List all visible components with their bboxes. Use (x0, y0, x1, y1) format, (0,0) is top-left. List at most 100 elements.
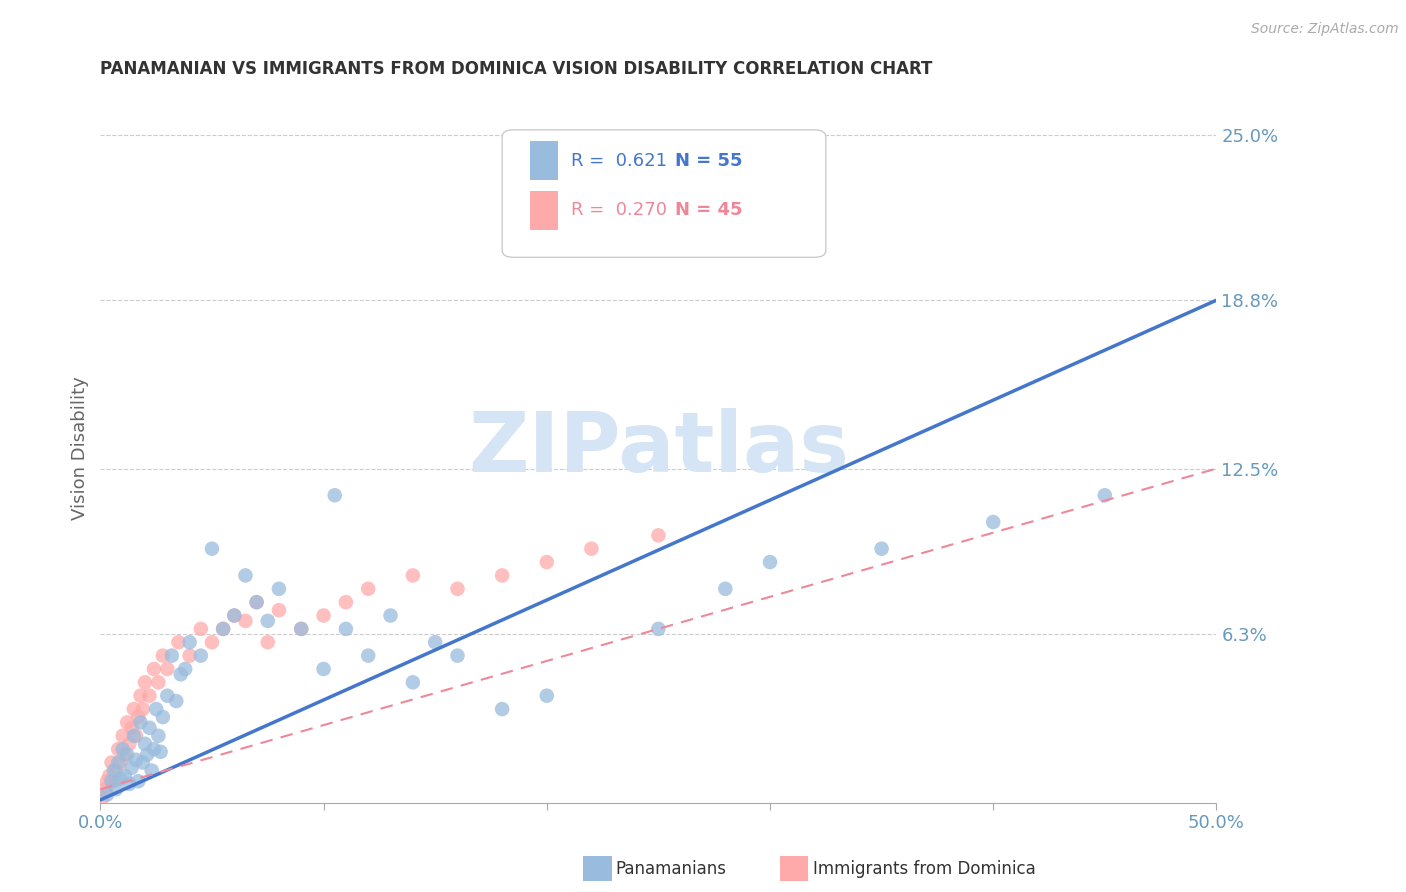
Point (782, 208, 804, 222)
Point (103, 764, 125, 778)
Point (129, 689, 152, 703)
Point (290, 622, 312, 636)
Text: PANAMANIAN VS IMMIGRANTS FROM DOMINICA VISION DISABILITY CORRELATION CHART: PANAMANIAN VS IMMIGRANTS FROM DOMINICA V… (100, 60, 932, 78)
Point (132, 756, 155, 770)
Point (235, 614, 257, 628)
Point (536, 555, 558, 569)
Point (170, 667, 193, 681)
Point (129, 715, 152, 730)
Point (312, 608, 335, 623)
Point (111, 729, 134, 743)
Point (148, 729, 170, 743)
Point (256, 635, 278, 649)
Point (118, 737, 141, 751)
Point (136, 747, 159, 762)
Point (100, 774, 122, 789)
Point (96, 788, 118, 802)
Point (121, 721, 143, 735)
Point (122, 729, 145, 743)
Point (201, 635, 224, 649)
Point (141, 764, 163, 778)
Point (1094, 488, 1116, 502)
Point (380, 608, 402, 623)
Text: ZIPatlas: ZIPatlas (468, 408, 849, 489)
Point (127, 774, 149, 789)
Point (138, 721, 160, 735)
Point (235, 568, 257, 582)
Y-axis label: Vision Disability: Vision Disability (72, 376, 89, 520)
Point (357, 582, 380, 596)
Point (134, 675, 156, 690)
Point (98, 769, 121, 783)
Text: R =  0.621: R = 0.621 (571, 152, 668, 169)
Text: Source: ZipAtlas.com: Source: ZipAtlas.com (1251, 22, 1399, 37)
Point (581, 541, 603, 556)
Text: Immigrants from Dominica: Immigrants from Dominica (813, 860, 1035, 878)
Point (142, 742, 165, 756)
Point (125, 753, 148, 767)
Point (425, 635, 447, 649)
Point (132, 702, 155, 716)
Point (156, 662, 179, 676)
Text: R =  0.270: R = 0.270 (571, 202, 668, 219)
Point (402, 568, 425, 582)
Point (647, 622, 669, 636)
Point (107, 756, 129, 770)
Point (142, 662, 165, 676)
Point (256, 614, 278, 628)
Point (267, 603, 290, 617)
Point (335, 622, 357, 636)
Point (312, 662, 335, 676)
Point (121, 761, 143, 775)
Point (91, 790, 114, 805)
Point (714, 582, 737, 596)
Point (111, 742, 134, 756)
Point (446, 582, 468, 596)
Point (759, 555, 782, 569)
Point (152, 648, 174, 663)
Point (165, 694, 187, 708)
Text: N = 55: N = 55 (675, 152, 742, 169)
Point (179, 648, 201, 663)
Point (107, 742, 129, 756)
Point (224, 608, 246, 623)
Point (110, 772, 132, 786)
Point (138, 689, 160, 703)
Point (536, 689, 558, 703)
FancyBboxPatch shape (530, 191, 558, 230)
Point (290, 622, 312, 636)
Point (201, 541, 224, 556)
Point (174, 662, 197, 676)
FancyBboxPatch shape (502, 130, 825, 257)
FancyBboxPatch shape (530, 141, 558, 180)
Point (115, 715, 138, 730)
Point (491, 702, 513, 716)
Point (127, 710, 149, 724)
Point (981, 515, 1004, 529)
Point (335, 595, 357, 609)
Point (103, 774, 125, 789)
Point (491, 568, 513, 582)
Point (246, 595, 269, 609)
Point (104, 782, 127, 797)
Point (149, 745, 172, 759)
Point (323, 488, 346, 502)
Text: Panamanians: Panamanians (616, 860, 727, 878)
Point (160, 648, 183, 663)
Point (267, 582, 290, 596)
Point (212, 622, 235, 636)
Point (446, 648, 468, 663)
Point (156, 689, 179, 703)
Point (125, 729, 148, 743)
Point (179, 635, 201, 649)
Point (134, 737, 156, 751)
Point (96, 774, 118, 789)
Point (152, 710, 174, 724)
Point (122, 702, 145, 716)
Point (224, 608, 246, 623)
Point (357, 648, 380, 663)
Point (94, 782, 117, 797)
Point (145, 702, 167, 716)
Point (115, 747, 138, 762)
Point (114, 769, 136, 783)
